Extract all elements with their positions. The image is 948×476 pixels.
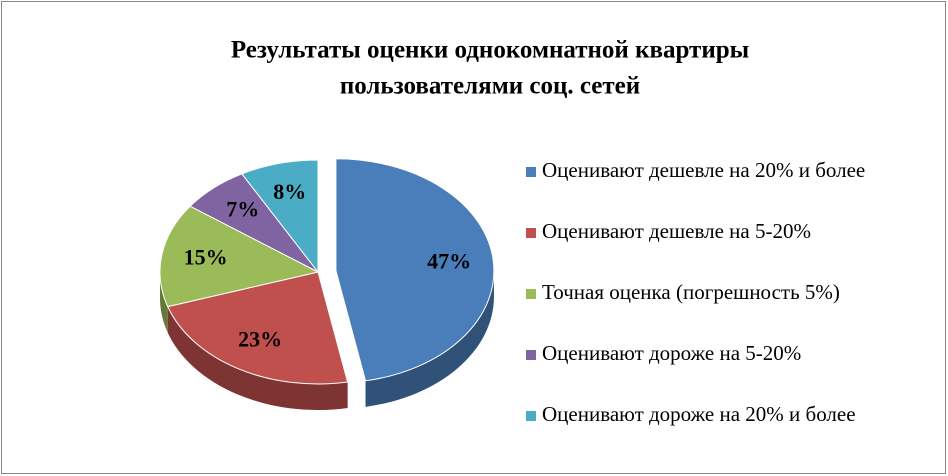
pie-slice [167, 271, 349, 385]
legend-swatch [526, 289, 536, 299]
pie-slice [241, 159, 319, 274]
pie-side-shade [160, 272, 168, 333]
pie-side [365, 270, 494, 407]
legend-swatch [526, 411, 536, 421]
data-label: 15% [184, 244, 228, 269]
data-label: 7% [226, 197, 259, 222]
pie-side [160, 272, 168, 333]
legend-swatch [526, 167, 536, 177]
chart-title: Результаты оценки однокомнатной квартиры [231, 37, 749, 64]
chart-title: пользователями соц. сетей [340, 73, 640, 100]
pie-slice [159, 205, 320, 308]
pie-side [167, 306, 348, 411]
legend-swatch [526, 228, 536, 238]
pie-side-shade [167, 306, 348, 411]
data-label: 23% [238, 326, 282, 351]
pie-side-shade [365, 270, 494, 407]
data-label: 47% [427, 248, 471, 273]
data-label: 8% [273, 179, 306, 204]
legend-swatch [526, 350, 536, 360]
legend-label: Оценивают дешевле на 5-20% [542, 219, 811, 243]
pie-slice [335, 158, 495, 382]
legend-label: Оценивают дешевле на 20% и более [542, 158, 865, 182]
legend-label: Оценивают дороже на 5-20% [542, 341, 801, 365]
legend-label: Оценивают дороже на 20% и более [542, 402, 856, 426]
legend-label: Точная оценка (погрешность 5%) [542, 280, 840, 304]
